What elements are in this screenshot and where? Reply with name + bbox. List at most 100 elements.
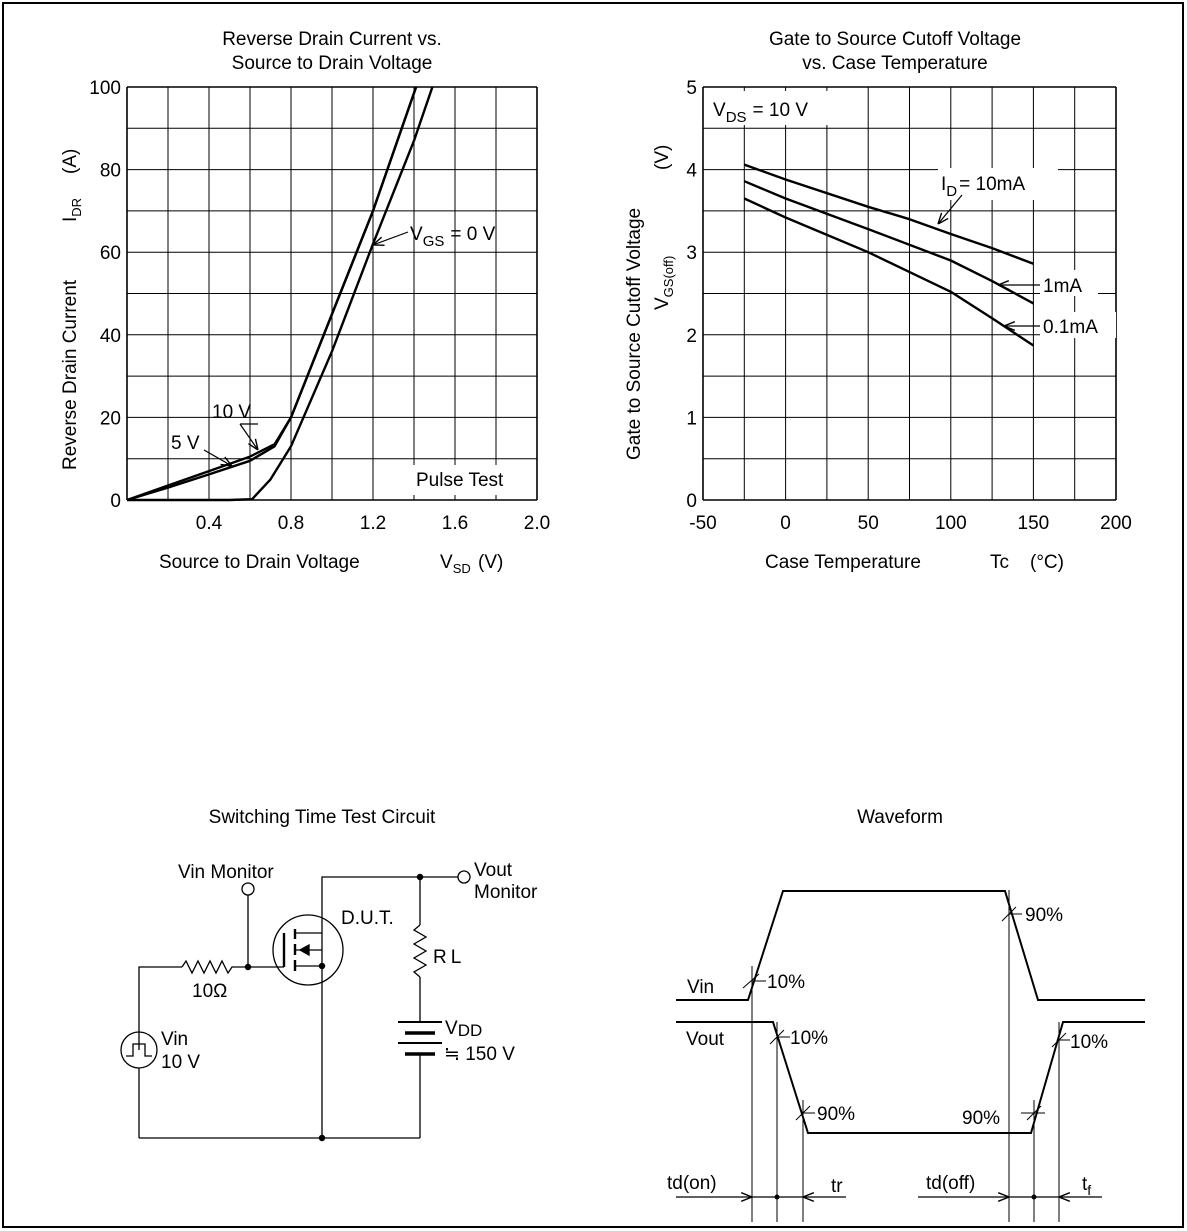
chart2-cond-main: V	[713, 100, 726, 121]
vout-rise-10pct: 10%	[1070, 1032, 1108, 1053]
chart2-y-tick-3: 3	[686, 243, 697, 264]
chart2-yunit: V	[652, 151, 673, 164]
chart2-x-tick-3: 100	[935, 513, 967, 534]
tf-sub: f	[1087, 1182, 1091, 1198]
chart1-series-line-2	[126, 86, 418, 502]
svg-text:(V): (V)	[652, 145, 673, 170]
chart2-y-tick-4: 4	[686, 161, 697, 182]
vdd-sub: DD	[458, 1021, 483, 1040]
rl-main: R	[433, 947, 447, 968]
td-off-label: td(off)	[926, 1173, 975, 1194]
vout-monitor-terminal	[457, 870, 471, 884]
vout-waveform	[676, 1021, 1145, 1134]
chart2-x-axis-label: Case Temperature Tc (°C)	[765, 552, 1064, 573]
chart2-series-label-0-1ma: 0.1mA	[1004, 312, 1116, 338]
chart1-ysym-sub: DR	[69, 198, 84, 217]
chart2-xunit: °C	[1036, 552, 1057, 573]
chart2-ylabel-text: Gate to Source Cutoff Voltage	[624, 208, 645, 460]
source-label-vin: Vin	[161, 1029, 188, 1050]
gate-resistor	[181, 959, 248, 975]
vout-monitor-line2: Monitor	[474, 882, 538, 903]
chart1-xunit: V	[484, 552, 497, 573]
chart1-series-line-0	[127, 86, 434, 502]
chart1-y-tick-4: 80	[100, 161, 121, 182]
chart1-y-tick-3: 60	[100, 243, 121, 264]
chart1-annotation-pulse-test: Pulse Test	[416, 470, 504, 491]
chart2-id-sub: D	[946, 183, 957, 200]
chart2-y-tick-5: 5	[686, 78, 697, 99]
chart1-grid	[126, 86, 538, 501]
chart1-series-label-10v: 10 V	[212, 402, 258, 450]
waveform-title: Waveform	[857, 807, 943, 828]
chart1-xsym-sub: SD	[453, 561, 471, 576]
chart1-y-tick-1: 20	[100, 408, 121, 429]
chart2-x-tick-2: 50	[858, 513, 879, 534]
vout-fall-90pct: 90%	[817, 1104, 855, 1125]
chart2-xsym: Tc	[990, 552, 1009, 573]
chart2-xlabel-text: Case Temperature	[765, 552, 921, 573]
chart1-tick-labels: 0.4 0.8 1.2 1.6 2.0 0 20 40 60 80 100	[89, 78, 550, 534]
chart2-cond-sub: DS	[726, 109, 747, 126]
load-resistor	[412, 924, 428, 978]
chart1-vgs-main: V	[410, 224, 423, 245]
chart2-series-label-10ma: ID = 10mA	[938, 168, 1058, 224]
vin-monitor-label: Vin Monitor	[178, 862, 274, 883]
vin-monitor-terminal	[241, 882, 255, 896]
chart1-vgs-rest: = 0 V	[450, 224, 495, 245]
chart-gate-source-cutoff: Gate to Source Cutoff Voltage vs. Case T…	[624, 29, 1132, 573]
switching-test-circuit: Switching Time Test Circuit Vin Monitor …	[120, 807, 538, 1142]
chart2-y-axis-symbol: VGS(off) (V)	[652, 145, 676, 310]
svg-text:Source to Drain Voltage: Source to Drain Voltage	[159, 552, 360, 573]
chart1-x-tick-1: 0.8	[278, 513, 304, 534]
chart2-title-line1: Gate to Source Cutoff Voltage	[769, 29, 1021, 50]
chart1-series	[126, 86, 434, 502]
chart1-yunit: A	[60, 155, 81, 168]
vdd-main: V	[445, 1018, 458, 1039]
chart1-label-5v: 5 V	[171, 433, 200, 454]
chart1-xlabel-text: Source to Drain Voltage	[159, 552, 360, 573]
vdd-value: ≒ 150 V	[444, 1044, 515, 1065]
chart2-cond-rest: = 10 V	[753, 100, 809, 121]
chart1-label-10v: 10 V	[212, 402, 251, 423]
chart1-x-tick-3: 1.6	[442, 513, 468, 534]
vout-monitor-line1: Vout	[474, 860, 513, 881]
dut-mosfet-symbol	[272, 914, 344, 986]
svg-text:Gate to Source Cutoff Voltage: Gate to Source Cutoff Voltage	[624, 208, 645, 460]
chart-reverse-drain-current: Reverse Drain Current vs. Source to Drai…	[60, 29, 550, 576]
svg-text:Tc: Tc	[990, 552, 1009, 573]
chart2-y-tick-1: 1	[686, 408, 697, 429]
chart1-series-label-vgs0: VGS = 0 V	[373, 224, 496, 250]
vin-label: Vin	[687, 977, 714, 998]
vin-waveform	[676, 890, 1145, 1001]
rl-sub: L	[451, 947, 462, 968]
svg-text:tf: tf	[1082, 1174, 1091, 1198]
svg-text:VDD: VDD	[445, 1018, 482, 1040]
chart2-series-label-1ma: 1mA	[998, 270, 1098, 297]
gate-resistor-label: 10Ω	[192, 981, 227, 1002]
svg-text:RL: RL	[433, 947, 461, 968]
svg-text:VSD: VSD	[440, 552, 471, 576]
timing-markers	[751, 890, 1060, 1222]
chart1-y-tick-5: 100	[89, 78, 121, 99]
chart2-series-line-0	[743, 163, 1034, 265]
switching-waveform: Waveform Vin Vout	[667, 807, 1145, 1222]
chart2-x-tick-4: 150	[1018, 513, 1050, 534]
vdd-battery	[398, 1021, 442, 1056]
vout-label: Vout	[686, 1029, 725, 1050]
chart1-y-tick-0: 0	[110, 491, 121, 512]
svg-text:VGS(off): VGS(off)	[652, 256, 676, 310]
vin-fall-90pct: 90%	[1025, 905, 1063, 926]
svg-text:Reverse Drain Current: Reverse Drain Current	[60, 279, 81, 470]
chart1-xsym-main: V	[440, 552, 453, 573]
td-on-label: td(on)	[667, 1173, 717, 1194]
chart2-x-tick-5: 200	[1100, 513, 1132, 534]
chart1-y-axis-label: Reverse Drain Current IDR (A)	[60, 149, 84, 470]
chart1-x-tick-0: 0.4	[196, 513, 223, 534]
svg-text:(°C): (°C)	[1030, 552, 1064, 573]
chart2-y-tick-2: 2	[686, 326, 697, 347]
vin-rise-10pct: 10%	[767, 972, 805, 993]
svg-text:IDR: IDR	[60, 198, 84, 222]
chart2-label-0-1ma: 0.1mA	[1043, 317, 1098, 338]
